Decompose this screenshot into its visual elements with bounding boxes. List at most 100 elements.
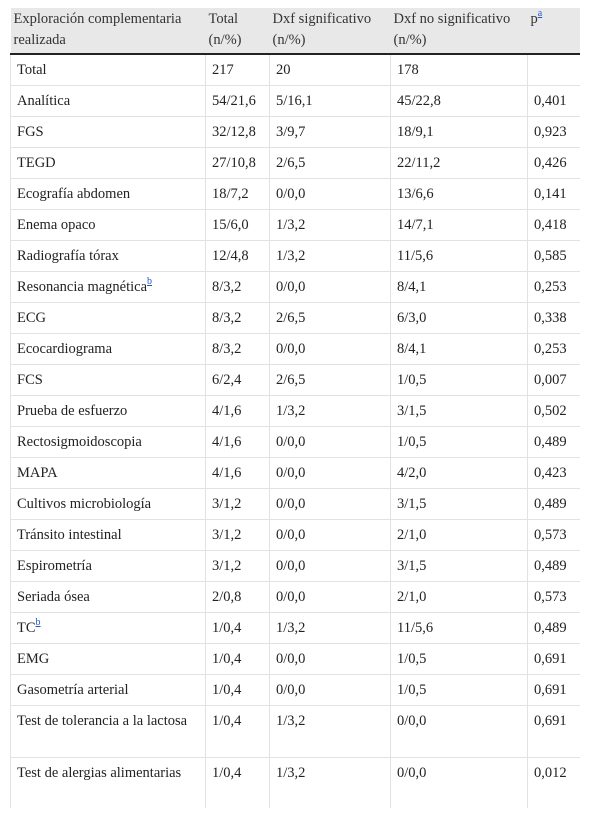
cell-dxf-significativo: 0/0,0 [269,674,391,706]
cell-exploracion-text: Gasometría arterial [17,682,129,698]
cell-p-text: 0,489 [534,558,567,574]
cell-exploracion: Ecocardiograma [10,333,206,365]
table-row: Ecocardiograma 8/3,2 0/0,0 8/4,1 0,253 [10,333,580,365]
cell-total-text: 4/1,6 [212,403,242,419]
cell-dxf-significativo-text: 5/16,1 [276,93,313,109]
cell-dxf-significativo-text: 1/3,2 [276,248,306,264]
table-row: TCb 1/0,4 1/3,2 11/5,6 0,489 [10,612,580,644]
cell-dxf-no-significativo: 13/6,6 [390,178,528,210]
cell-dxf-no-significativo-text: 1/0,5 [397,434,427,450]
cell-p: 0,253 [527,333,580,365]
cell-total-text: 4/1,6 [212,465,242,481]
cell-total-text: 1/0,4 [212,682,242,698]
cell-dxf-significativo: 0/0,0 [269,519,391,551]
cell-dxf-significativo: 0/0,0 [269,488,391,520]
header-row: Exploración complementaria realizada Tot… [10,8,580,55]
cell-exploracion-text: Seriada ósea [17,589,90,605]
cell-p-text: 0,489 [534,496,567,512]
cell-dxf-no-significativo-text: 4/2,0 [397,465,427,481]
cell-exploracion: Test de alergias alimentarias [10,757,206,808]
cell-exploracion: Tránsito intestinal [10,519,206,551]
cell-dxf-no-significativo: 8/4,1 [390,333,528,365]
cell-dxf-significativo: 0/0,0 [269,271,391,303]
cell-total-text: 54/21,6 [212,93,256,109]
cell-total: 1/0,4 [205,643,270,675]
cell-p-text: 0,253 [534,341,567,357]
cell-exploracion: Ecografía abdomen [10,178,206,210]
cell-total: 4/1,6 [205,457,270,489]
cell-dxf-significativo-text: 0/0,0 [276,682,306,698]
cell-p-text: 0,573 [534,527,567,543]
cell-total-text: 3/1,2 [212,496,242,512]
cell-dxf-significativo: 0/0,0 [269,178,391,210]
cell-total: 6/2,4 [205,364,270,396]
cell-total-text: 3/1,2 [212,527,242,543]
cell-total: 217 [205,54,270,86]
cell-p: 0,573 [527,581,580,613]
cell-dxf-significativo: 1/3,2 [269,240,391,272]
table-row: Rectosigmoidoscopia 4/1,6 0/0,0 1/0,5 0,489 [10,426,580,458]
cell-dxf-no-significativo-text: 1/0,5 [397,651,427,667]
cell-total-text: 217 [212,62,234,78]
cell-dxf-significativo: 3/9,7 [269,116,391,148]
cell-dxf-significativo-text: 0/0,0 [276,527,306,543]
cell-dxf-no-significativo-text: 178 [397,62,419,78]
cell-exploracion-text: Rectosigmoidoscopia [17,434,142,450]
table-row: FCS 6/2,4 2/6,5 1/0,5 0,007 [10,364,580,396]
cell-p-text: 0,423 [534,465,567,481]
cell-p-text: 0,489 [534,434,567,450]
cell-exploracion-text: Espirometría [17,558,92,574]
cell-p: 0,573 [527,519,580,551]
cell-dxf-significativo-text: 1/3,2 [276,620,306,636]
table-row: Espirometría 3/1,2 0/0,0 3/1,5 0,489 [10,550,580,582]
footnote-link-b[interactable]: b [147,276,153,287]
cell-p-text: 0,691 [534,713,567,729]
cell-p-text: 0,253 [534,279,567,295]
cell-p-text: 0,691 [534,682,567,698]
cell-p-text: 0,007 [534,372,567,388]
cell-dxf-no-significativo: 22/11,2 [390,147,528,179]
cell-dxf-no-significativo: 18/9,1 [390,116,528,148]
footnote-link-b[interactable]: b [35,617,41,628]
cell-total: 3/1,2 [205,550,270,582]
cell-exploracion-text: Tránsito intestinal [17,527,122,543]
table-row: EMG 1/0,4 0/0,0 1/0,5 0,691 [10,643,580,675]
cell-dxf-no-significativo: 11/5,6 [390,240,528,272]
cell-p-text: 0,012 [534,765,567,781]
cell-exploracion: Enema opaco [10,209,206,241]
cell-p: 0,338 [527,302,580,334]
cell-exploracion: Prueba de esfuerzo [10,395,206,427]
cell-dxf-no-significativo-text: 13/6,6 [397,186,434,202]
cell-dxf-significativo: 1/3,2 [269,612,391,644]
cell-exploracion: Gasometría arterial [10,674,206,706]
cell-total: 32/12,8 [205,116,270,148]
cell-exploracion: Cultivos microbiología [10,488,206,520]
cell-dxf-significativo: 1/3,2 [269,209,391,241]
cell-dxf-no-significativo-text: 11/5,6 [397,620,434,636]
table-row: Test de tolerancia a la lactosa 1/0,4 1/3,… [10,705,580,758]
cell-dxf-no-significativo-text: 0/0,0 [397,713,427,729]
cell-exploracion-text: TEGD [17,155,56,171]
table-row: Radiografía tórax 12/4,8 1/3,2 11/5,6 0,585 [10,240,580,272]
table-container: Exploración complementaria realizada Tot… [10,8,580,808]
table-row: FGS 32/12,8 3/9,7 18/9,1 0,923 [10,116,580,148]
cell-dxf-significativo-text: 3/9,7 [276,124,306,140]
cell-dxf-significativo-text: 0/0,0 [276,465,306,481]
cell-p-text: 0,418 [534,217,567,233]
cell-total-text: 1/0,4 [212,620,242,636]
footnote-link-a[interactable]: a [537,8,543,19]
cell-p: 0,418 [527,209,580,241]
table-row: Total 217 20 178 [10,54,580,86]
cell-exploracion-text: Cultivos microbiología [17,496,152,512]
cell-dxf-significativo-text: 2/6,5 [276,372,306,388]
cell-exploracion-text: EMG [17,651,50,667]
cell-exploracion: Resonancia magnéticab [10,271,206,303]
cell-exploracion-text: Resonancia magnética [17,279,148,295]
cell-dxf-no-significativo: 0/0,0 [390,705,528,758]
cell-total-text: 2/0,8 [212,589,242,605]
cell-dxf-no-significativo: 8/4,1 [390,271,528,303]
cell-exploracion: Total [10,54,206,86]
cell-dxf-significativo-text: 2/6,5 [276,155,306,171]
cell-dxf-no-significativo: 1/0,5 [390,426,528,458]
cell-dxf-no-significativo-text: 22/11,2 [397,155,441,171]
